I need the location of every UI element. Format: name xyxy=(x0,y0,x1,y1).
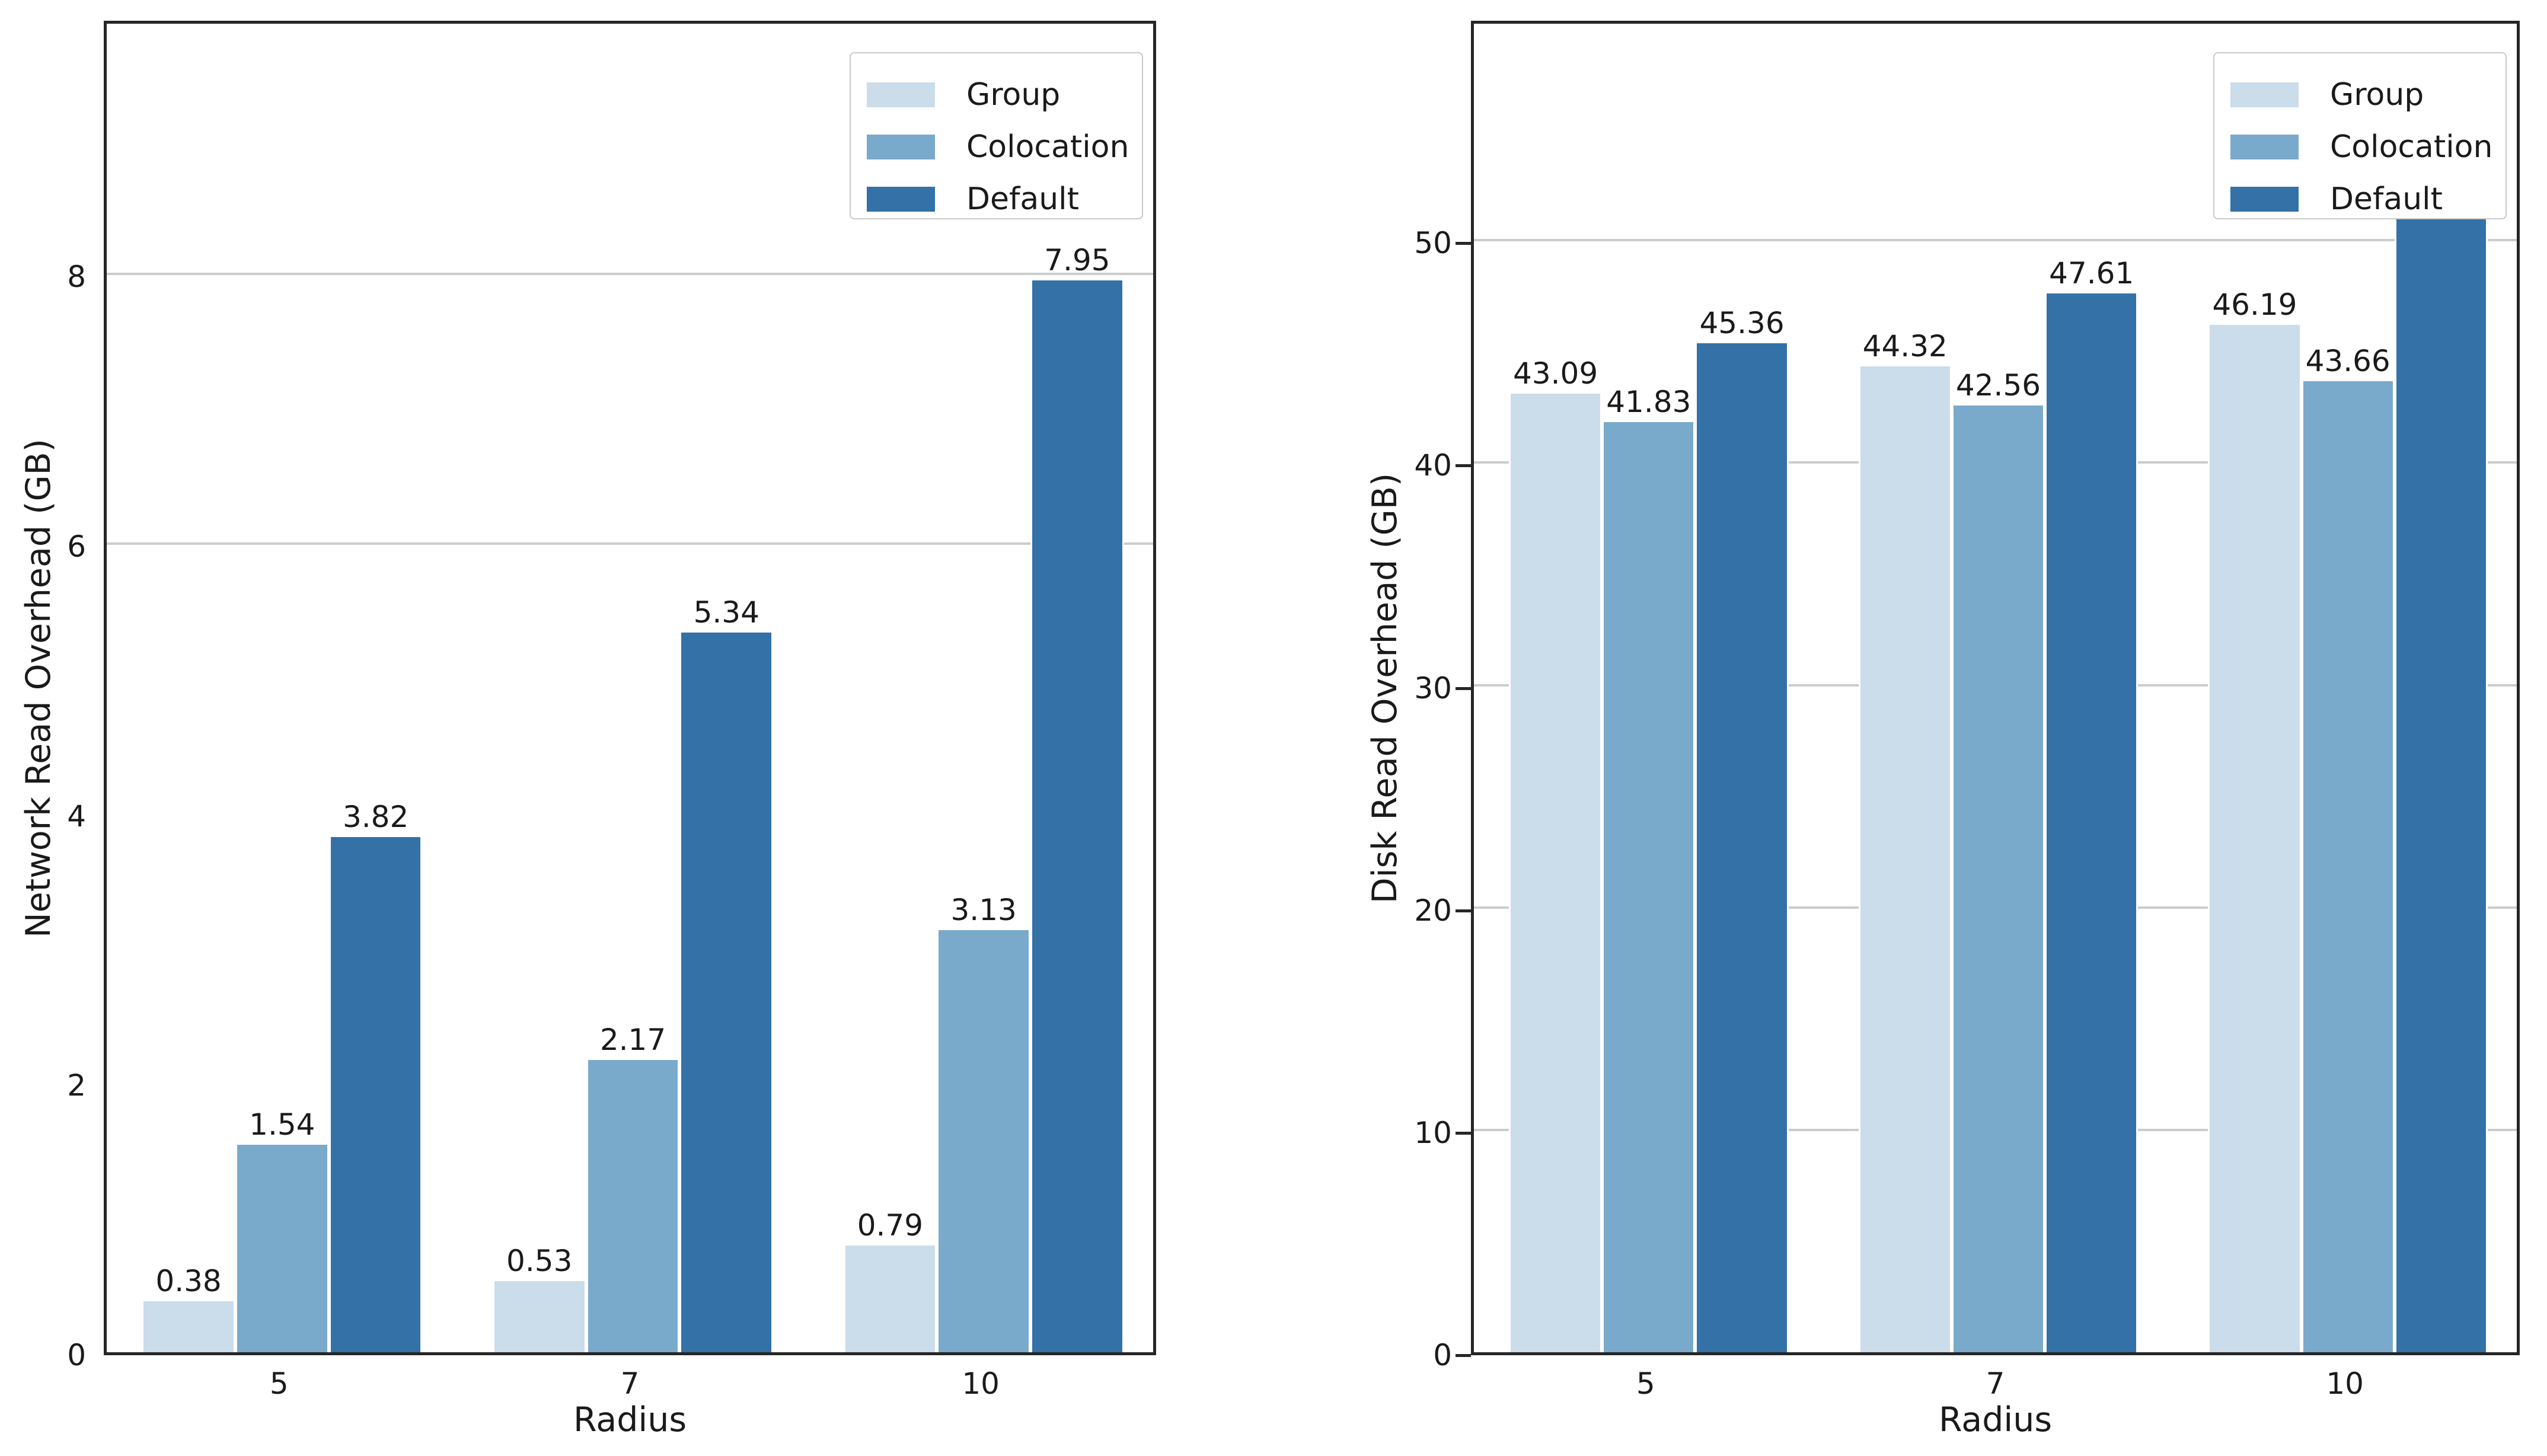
bar-colocation-radius-10 xyxy=(937,930,1031,1352)
bar-value-label: 44.32 xyxy=(1862,329,1948,364)
axes-panel: 43.09 44.32 46.19 41.83 42.56 43.66 45.36 47.61… xyxy=(1471,21,2520,1355)
bar-default-radius-5 xyxy=(1695,343,1789,1352)
bar-group-radius-5 xyxy=(1508,394,1603,1352)
bar-value-label: 1.54 xyxy=(249,1107,315,1142)
bar-value-label: 7.95 xyxy=(1044,243,1110,278)
x-axis-label: Radius xyxy=(573,1400,687,1439)
legend-swatch-group-icon xyxy=(2230,82,2299,107)
bar-value-label: 41.83 xyxy=(1606,384,1691,419)
gridline-y-6 xyxy=(107,542,1153,545)
y-tick-label-0: 0 xyxy=(67,1338,86,1372)
bar-group-radius-5 xyxy=(142,1301,235,1352)
bar-group-radius-10 xyxy=(843,1246,937,1352)
y-tick-label-50: 50 xyxy=(1414,226,1452,261)
gridline-y-8 xyxy=(107,273,1153,276)
x-tick-label-5: 5 xyxy=(1636,1366,1655,1401)
bar-value-label: 43.09 xyxy=(1513,356,1598,391)
y-axis-label: Network Read Overhead (GB) xyxy=(19,438,58,938)
bar-value-label: 3.82 xyxy=(342,800,409,835)
bar-value-label: 47.61 xyxy=(2049,256,2134,290)
bar-default-radius-7 xyxy=(2045,293,2139,1352)
bar-value-label: 42.56 xyxy=(1955,368,2041,403)
x-tick-label-5: 5 xyxy=(269,1366,289,1401)
bar-default-radius-7 xyxy=(679,632,774,1352)
y-tick-label-8: 8 xyxy=(67,260,86,294)
legend-label: Default xyxy=(966,181,1079,217)
y-tick-mark-40 xyxy=(1456,464,1471,468)
y-tick-mark-50 xyxy=(1456,242,1471,245)
bar-value-label: 43.66 xyxy=(2305,344,2390,379)
legend: Group Colocation Default xyxy=(2213,52,2507,219)
legend-swatch-group-icon xyxy=(867,82,935,107)
gridline-y-30 xyxy=(1474,684,2517,687)
y-tick-label-10: 10 xyxy=(1414,1115,1452,1150)
y-tick-label-30: 30 xyxy=(1414,670,1452,705)
bar-colocation-radius-7 xyxy=(586,1059,680,1352)
legend-row-group: Group xyxy=(867,69,1130,121)
legend-label: Colocation xyxy=(966,129,1129,165)
bar-colocation-radius-7 xyxy=(1951,405,2045,1352)
y-tick-mark-20 xyxy=(1456,909,1471,912)
y-tick-label-4: 4 xyxy=(67,799,86,834)
axes-panel: 0.38 0.53 0.79 1.54 2.17 3.13 3.82 5.34 7.95 xyxy=(104,21,1156,1355)
gridline-y-40 xyxy=(1474,461,2517,464)
y-tick-label-6: 6 xyxy=(67,529,86,564)
y-tick-mark-0 xyxy=(1456,1354,1471,1357)
bar-value-label: 0.79 xyxy=(857,1208,924,1243)
bar-group-radius-7 xyxy=(492,1281,586,1352)
bar-value-label: 5.34 xyxy=(693,595,759,630)
bar-value-label: 51.12 xyxy=(2398,178,2484,213)
bar-default-radius-10 xyxy=(1030,280,1124,1352)
y-tick-label-0: 0 xyxy=(1433,1338,1452,1372)
x-tick-label-10: 10 xyxy=(2326,1366,2364,1401)
legend-row-group: Group xyxy=(2230,69,2494,121)
gridline-y-10 xyxy=(1474,1128,2517,1131)
legend-swatch-default-icon xyxy=(2230,187,2299,212)
bar-group-radius-7 xyxy=(1858,366,1952,1352)
legend-row-default: Default xyxy=(2230,173,2494,225)
bar-value-label: 2.17 xyxy=(599,1022,666,1057)
gridline-y-20 xyxy=(1474,906,2517,909)
bar-group-radius-10 xyxy=(2208,325,2302,1352)
gridline-y-50 xyxy=(1474,239,2517,242)
x-tick-label-10: 10 xyxy=(962,1366,1000,1401)
legend-swatch-default-icon xyxy=(867,187,935,212)
legend-row-colocation: Colocation xyxy=(867,121,1130,173)
legend-swatch-colocation-icon xyxy=(867,135,935,159)
bar-value-label: 46.19 xyxy=(2212,288,2297,323)
y-tick-label-2: 2 xyxy=(67,1068,86,1103)
x-axis-label: Radius xyxy=(1938,1400,2053,1439)
legend-label: Default xyxy=(2330,181,2443,217)
legend-label: Group xyxy=(2330,77,2424,113)
bar-value-label: 0.38 xyxy=(155,1263,222,1298)
legend-label: Group xyxy=(966,77,1061,113)
legend-label: Colocation xyxy=(2330,129,2493,165)
legend: Group Colocation Default xyxy=(850,52,1143,219)
legend-row-default: Default xyxy=(867,173,1130,225)
y-tick-label-40: 40 xyxy=(1414,448,1452,483)
bar-value-label: 45.36 xyxy=(1699,306,1785,341)
y-axis-label: Disk Read Overhead (GB) xyxy=(1365,472,1405,903)
bar-default-radius-5 xyxy=(328,837,423,1352)
x-tick-label-7: 7 xyxy=(620,1366,640,1401)
bar-default-radius-10 xyxy=(2394,215,2488,1352)
bar-colocation-radius-10 xyxy=(2301,381,2395,1352)
bar-colocation-radius-5 xyxy=(1602,422,1696,1352)
y-tick-mark-30 xyxy=(1456,687,1471,690)
bar-value-label: 0.53 xyxy=(506,1243,573,1278)
x-tick-label-7: 7 xyxy=(1986,1366,2005,1401)
bar-colocation-radius-5 xyxy=(235,1144,329,1352)
legend-swatch-colocation-icon xyxy=(2230,135,2299,159)
y-tick-mark-10 xyxy=(1456,1131,1471,1135)
legend-row-colocation: Colocation xyxy=(2230,121,2494,173)
bar-value-label: 3.13 xyxy=(950,893,1017,928)
y-tick-label-20: 20 xyxy=(1414,893,1452,928)
